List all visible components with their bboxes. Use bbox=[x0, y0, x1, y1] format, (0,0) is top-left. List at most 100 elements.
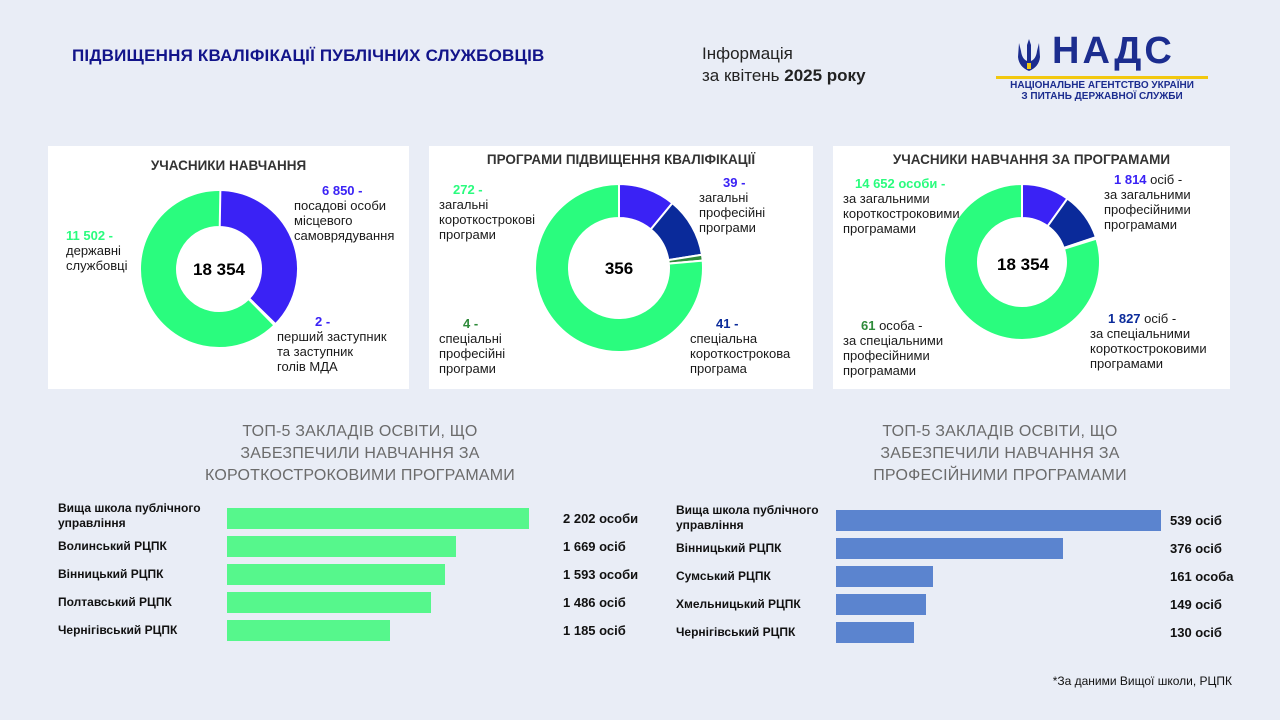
logo-subtitle-line-2: З ПИТАНЬ ДЕРЖАВНОЇ СЛУЖБИ bbox=[1021, 91, 1183, 102]
slice-value: 11 502 - bbox=[66, 228, 113, 243]
slice-text: за спеціальними bbox=[843, 333, 944, 348]
slice-label-civil-servants: 11 502 - державні службовці bbox=[66, 228, 128, 273]
footnote: *За даними Вищої школи, РЦПК bbox=[1052, 674, 1232, 688]
slice-text: короткострокові bbox=[439, 212, 536, 227]
bar bbox=[227, 508, 529, 529]
slice-text: короткостроковими bbox=[843, 206, 960, 221]
slice-text: програмами bbox=[843, 221, 917, 236]
trident-emblem-icon bbox=[1018, 39, 1040, 71]
bar bbox=[227, 536, 456, 557]
slice-label-special-prof: 4 - спеціальні професійні програми bbox=[439, 316, 505, 376]
slice-text: перший заступник bbox=[277, 329, 387, 344]
slice-text: короткостроковими bbox=[1090, 341, 1207, 356]
title-line: ТОП-5 ЗАКЛАДІВ ОСВІТИ, ЩО bbox=[882, 423, 1118, 440]
bar bbox=[836, 622, 915, 643]
slice-text: загальні bbox=[699, 190, 749, 205]
slice-value: 272 - bbox=[453, 182, 483, 197]
slice-value-suffix: особа - bbox=[875, 318, 923, 333]
info-year: 2025 року bbox=[784, 66, 866, 85]
panel-participants bbox=[48, 146, 409, 389]
slice-label-p3-general-short: 14 652 особи - за загальними короткостро… bbox=[843, 176, 960, 236]
slice-value: 1 827 bbox=[1108, 311, 1141, 326]
slice-label-special-short: 41 - спеціальна короткострокова програма bbox=[690, 316, 790, 376]
title-line: ПРОФЕСІЙНИМИ ПРОГРАМАМИ bbox=[873, 467, 1127, 484]
slice-value: 1 814 bbox=[1114, 172, 1147, 187]
bar bbox=[227, 564, 446, 585]
slice-text: програмами bbox=[1090, 356, 1164, 371]
slice-text: програми bbox=[699, 220, 756, 235]
bar bbox=[836, 566, 934, 587]
bar-category-label: Вища школа публічного управління bbox=[58, 501, 201, 530]
logo-divider bbox=[996, 76, 1208, 79]
bar-category-label: Полтавський РЦПК bbox=[58, 595, 172, 609]
slice-text: програми bbox=[439, 227, 496, 242]
bar-value-label: 149 осіб bbox=[1170, 597, 1222, 612]
info-line-2: за квітень 2025 року bbox=[702, 65, 866, 87]
slice-label-p3-special-prof: 61 особа - за спеціальними професійними … bbox=[843, 318, 943, 378]
bar-category-label: Сумський РЦПК bbox=[676, 569, 771, 583]
donut-total-programs: 356 bbox=[604, 259, 634, 278]
slice-text: короткострокова bbox=[690, 346, 791, 361]
slice-value: 4 - bbox=[463, 316, 479, 331]
slice-label-p3-general-prof: 1 814 осіб - за загальними професійними … bbox=[1104, 172, 1191, 232]
bar bbox=[836, 510, 1161, 531]
donut-chart-participants-by-program bbox=[943, 182, 1101, 341]
slice-value: 41 - bbox=[716, 316, 739, 331]
slice-label-local-officials: 6 850 - посадові особи місцевого самовря… bbox=[294, 183, 394, 243]
title-line: ТОП-5 ЗАКЛАДІВ ОСВІТИ, ЩО bbox=[242, 423, 478, 440]
slice-label-p3-special-short: 1 827 осіб - за спеціальними короткостро… bbox=[1090, 311, 1207, 371]
logo-wordmark: НАДС bbox=[1052, 30, 1175, 72]
slice-label-general-prof: 39 - загальні професійні програми bbox=[699, 175, 765, 235]
page-title: ПІДВИЩЕННЯ КВАЛІФІКАЦІЇ ПУБЛІЧНИХ СЛУЖБО… bbox=[72, 46, 545, 65]
slice-text: службовці bbox=[66, 258, 128, 273]
slice-value: 2 - bbox=[315, 314, 331, 329]
slice-text: професійними bbox=[1104, 202, 1191, 217]
donut-chart-programs bbox=[534, 182, 704, 353]
slice-text: програми bbox=[439, 361, 496, 376]
slice-text: професійні bbox=[699, 205, 766, 220]
slice-text: професійними bbox=[843, 348, 930, 363]
title-line: КОРОТКОСТРОКОВИМИ ПРОГРАМАМИ bbox=[205, 467, 515, 484]
bar-category-label: Хмельницький РЦПК bbox=[676, 597, 801, 611]
slice-text: програмами bbox=[1104, 217, 1178, 232]
top5-professional-title: ТОП-5 ЗАКЛАДІВ ОСВІТИ, ЩО ЗАБЕЗПЕЧИЛИ НА… bbox=[810, 421, 1190, 487]
bar-value-label: 2 202 особи bbox=[563, 511, 639, 526]
chart-title-programs: ПРОГРАМИ ПІДВИЩЕННЯ КВАЛІФІКАЦІЇ bbox=[486, 152, 756, 167]
slice-text: програмами bbox=[843, 363, 917, 378]
donut-slice bbox=[139, 189, 276, 349]
slice-text: професійні bbox=[439, 346, 506, 361]
logo-subtitle: НАЦІОНАЛЬНЕ АГЕНТСТВО УКРАЇНИ З ПИТАНЬ Д… bbox=[996, 80, 1208, 102]
slice-text: державні bbox=[66, 243, 121, 258]
donut-slice bbox=[534, 182, 704, 353]
chart-title-participants: УЧАСНИКИ НАВЧАННЯ bbox=[150, 158, 307, 173]
bar-value-label: 161 особа bbox=[1170, 569, 1234, 584]
slice-text: за спеціальними bbox=[1090, 326, 1191, 341]
slice-label-general-short: 272 - загальні короткострокові програми bbox=[439, 182, 535, 242]
slice-value: 6 850 - bbox=[322, 183, 363, 198]
donut-slice bbox=[943, 182, 1101, 341]
slice-text: місцевого bbox=[294, 213, 353, 228]
donut-slice bbox=[218, 188, 299, 326]
slice-text: за загальними bbox=[1104, 187, 1191, 202]
slice-text: голів МДА bbox=[277, 359, 338, 374]
slice-text: за загальними bbox=[843, 191, 930, 206]
slice-value: 39 - bbox=[723, 175, 746, 190]
bar-value-label: 539 осіб bbox=[1170, 513, 1222, 528]
bar-value-label: 376 осіб bbox=[1170, 541, 1222, 556]
slice-text: загальні bbox=[439, 197, 489, 212]
title-line: ЗАБЕЗПЕЧИЛИ НАВЧАННЯ ЗА bbox=[880, 445, 1120, 462]
bar-category-label: Вінницький РЦПК bbox=[58, 567, 164, 581]
slice-label-deputies: 2 - перший заступник та заступник голів … bbox=[277, 314, 387, 374]
bar-category-label: Чернігівський РЦПК bbox=[58, 623, 178, 637]
donut-total-participants-by-program: 18 354 bbox=[997, 255, 1049, 274]
donut-chart-participants bbox=[139, 188, 299, 349]
bar-value-label: 1 669 осіб bbox=[563, 539, 626, 554]
bar-category-label: Волинський РЦПК bbox=[58, 539, 167, 553]
slice-value: 14 652 особи - bbox=[855, 176, 946, 191]
slice-text: спеціальна bbox=[690, 331, 758, 346]
bar-value-label: 130 осіб bbox=[1170, 625, 1222, 640]
donut-total-participants: 18 354 bbox=[193, 260, 245, 279]
bar bbox=[227, 592, 431, 613]
bar bbox=[836, 594, 926, 615]
bar-value-label: 1 486 осіб bbox=[563, 595, 626, 610]
